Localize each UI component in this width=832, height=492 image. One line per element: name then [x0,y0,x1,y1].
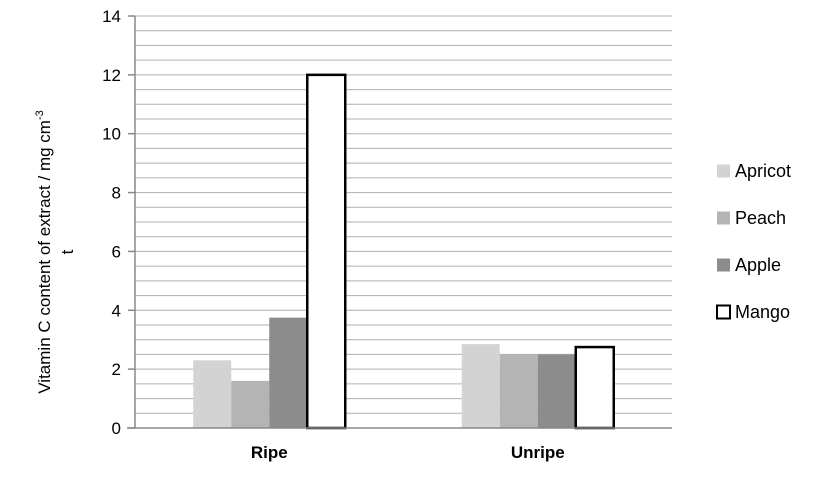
legend-swatch-apricot [717,164,730,178]
bar-apple-ripe [269,317,308,428]
legend-swatch-peach [717,211,730,225]
x-category-label: Ripe [251,443,288,462]
y-tick-label: 12 [102,66,121,85]
bar-apricot-unripe [461,344,500,428]
bar-mango-ripe [306,73,347,430]
legend-swatch-mango [716,304,731,320]
y-axis-title-superscript: -3 [34,110,46,120]
y-tick-label: 0 [112,419,121,438]
y-tick-label: 14 [102,7,121,26]
bar-apple-unripe [537,354,576,428]
y-axis-title-main: Vitamin C content of extract / mg cm [35,120,54,394]
x-category-labels: Ripe Unripe [251,443,565,462]
legend-label-mango: Mango [735,302,790,322]
bar-peach-unripe [499,354,538,428]
bars [193,73,615,430]
y-tick-label: 2 [112,360,121,379]
y-tick-label: 8 [112,184,121,203]
gridlines [135,15,672,414]
legend-label-apricot: Apricot [735,161,791,181]
y-tick-label: 10 [102,125,121,144]
y-axis-title: Vitamin C content of extract / mg cm-3 [34,110,54,393]
x-category-label: Unripe [511,443,565,462]
bar-apricot-ripe [193,360,232,428]
legend-label-apple: Apple [735,255,781,275]
legend-swatch-apple [717,258,730,272]
bar-peach-ripe [231,380,270,428]
legend: Apricot Peach Apple Mango [716,161,791,322]
y-tick-label: 6 [112,242,121,261]
y-tick-label: 4 [112,301,121,320]
y-axis-title-line2: t [58,249,77,254]
legend-label-peach: Peach [735,208,786,228]
bar-mango-unripe [574,345,615,430]
y-tick-labels: 0 2 4 6 8 10 12 14 [102,7,135,438]
